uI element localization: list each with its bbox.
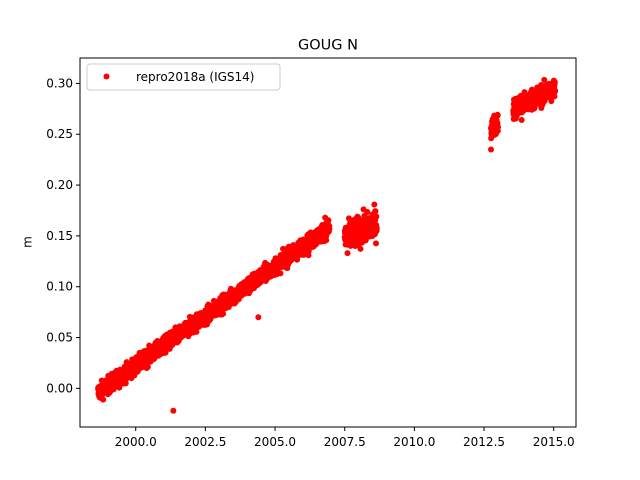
data-point: [277, 270, 284, 277]
y-tick-label: 0.00: [46, 381, 73, 395]
outlier-point: [305, 252, 312, 259]
data-point: [551, 93, 558, 100]
data-point: [373, 240, 379, 247]
data-point: [494, 124, 501, 131]
legend-marker: [103, 73, 110, 80]
x-tick-label: 2000.0: [115, 435, 157, 449]
data-points-layer: [95, 76, 559, 414]
outlier-point: [170, 407, 177, 414]
data-point: [373, 225, 380, 232]
data-point: [162, 349, 169, 356]
y-axis-label: m: [21, 236, 35, 248]
x-tick-label: 2002.5: [184, 435, 226, 449]
x-tick-label: 2010.0: [393, 435, 435, 449]
axes-layer: 2000.0 2002.5 2005.0 2007.5 2010.0 2012.5 2015…: [46, 57, 577, 449]
y-tick-label: 0.05: [46, 331, 73, 345]
outlier-point: [518, 117, 525, 124]
x-tick-label: 2007.5: [324, 435, 366, 449]
data-point: [541, 76, 548, 83]
data-point: [552, 87, 559, 94]
data-point: [144, 363, 151, 370]
data-point: [548, 98, 555, 105]
data-point: [362, 237, 369, 244]
data-point: [372, 208, 379, 215]
data-point: [551, 79, 558, 86]
data-point: [364, 209, 371, 216]
data-point: [100, 396, 107, 403]
plot-frame: [79, 57, 577, 428]
data-point: [357, 245, 364, 252]
x-tick-label: 2005.0: [254, 435, 296, 449]
data-point: [193, 328, 200, 335]
chart-title: GOUG N: [298, 38, 358, 54]
y-tick-label: 0.30: [46, 76, 73, 90]
legend-box: [86, 63, 281, 91]
outlier-point: [344, 250, 351, 257]
x-tick-label: 2015.0: [533, 435, 575, 449]
y-tick-label: 0.20: [46, 178, 73, 192]
data-point: [371, 201, 378, 208]
outlier-point: [488, 146, 495, 153]
outlier-point: [255, 314, 262, 321]
x-tick-label: 2012.5: [463, 435, 505, 449]
y-tick-label: 0.10: [46, 280, 73, 294]
data-point: [323, 237, 330, 244]
outlier-point: [322, 214, 329, 221]
legend-label: repro2018a (IGS14): [136, 70, 254, 84]
legend: repro2018a (IGS14): [86, 63, 281, 91]
data-point: [326, 225, 333, 232]
data-point: [373, 213, 380, 220]
data-point: [494, 112, 501, 119]
y-tick-label: 0.25: [46, 127, 73, 141]
y-tick-label: 0.15: [46, 229, 73, 243]
data-point: [220, 310, 227, 317]
